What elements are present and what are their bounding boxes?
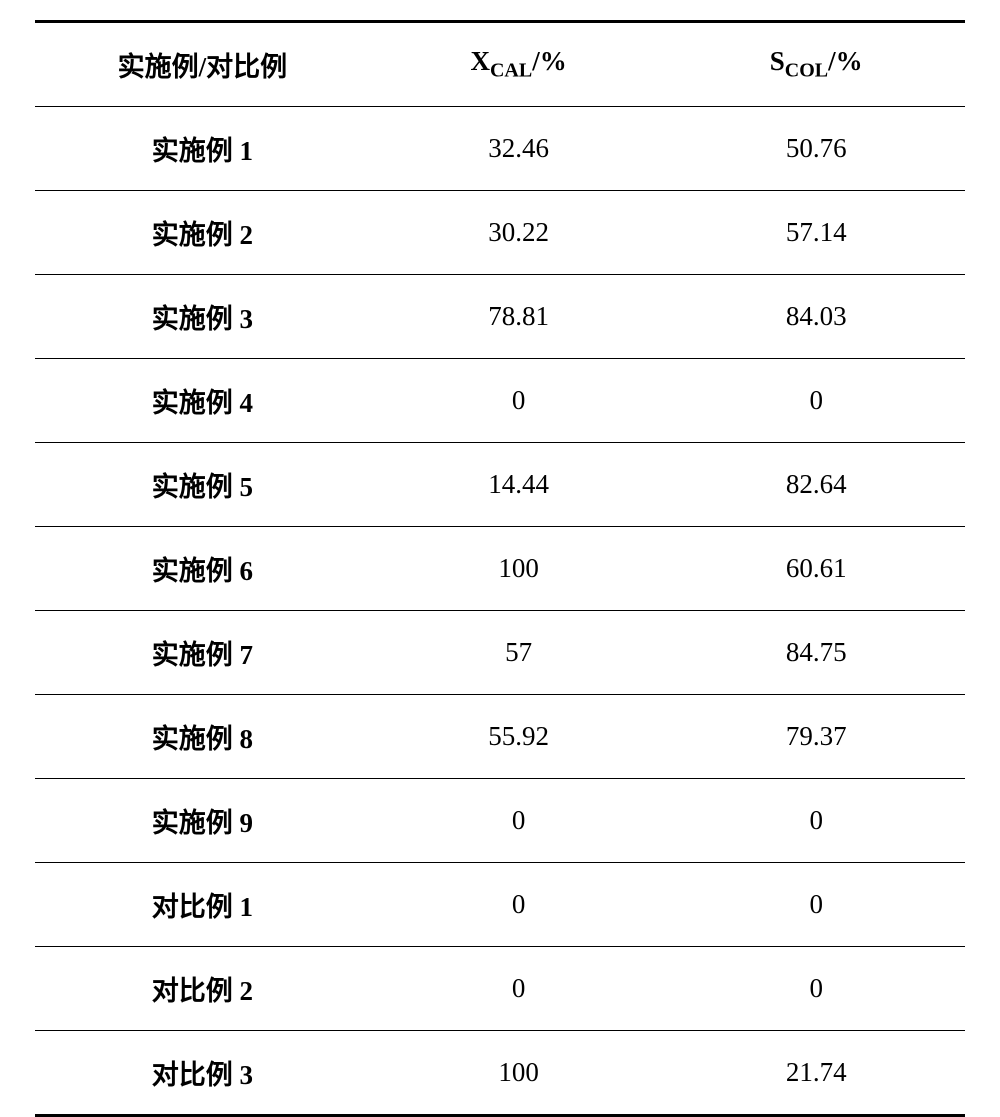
table-body: 实施例 1 32.46 50.76 实施例 2 30.22 57.14 实施例 … <box>35 107 965 1116</box>
row-xcal: 30.22 <box>370 191 668 275</box>
row-label: 实施例 1 <box>35 107 370 191</box>
row-xcal: 57 <box>370 611 668 695</box>
table-row: 实施例 3 78.81 84.03 <box>35 275 965 359</box>
row-scol: 79.37 <box>667 695 965 779</box>
column-header-label: 实施例/对比例 <box>35 22 370 107</box>
row-scol: 0 <box>667 863 965 947</box>
row-label: 实施例 7 <box>35 611 370 695</box>
column-header-xcal: XCAL/% <box>370 22 668 107</box>
row-label: 实施例 3 <box>35 275 370 359</box>
table-row: 实施例 1 32.46 50.76 <box>35 107 965 191</box>
table-row: 实施例 9 0 0 <box>35 779 965 863</box>
row-xcal: 100 <box>370 527 668 611</box>
row-label: 实施例 2 <box>35 191 370 275</box>
row-xcal: 0 <box>370 779 668 863</box>
row-xcal: 14.44 <box>370 443 668 527</box>
column-header-scol: SCOL/% <box>667 22 965 107</box>
row-xcal: 0 <box>370 947 668 1031</box>
row-scol: 84.75 <box>667 611 965 695</box>
row-scol: 57.14 <box>667 191 965 275</box>
row-scol: 0 <box>667 779 965 863</box>
table-row: 实施例 5 14.44 82.64 <box>35 443 965 527</box>
row-label: 实施例 5 <box>35 443 370 527</box>
row-scol: 21.74 <box>667 1031 965 1116</box>
data-table: 实施例/对比例 XCAL/% SCOL/% 实施例 1 32.46 50.76 … <box>35 20 965 1117</box>
table-row: 对比例 2 0 0 <box>35 947 965 1031</box>
row-scol: 60.61 <box>667 527 965 611</box>
table-row: 对比例 3 100 21.74 <box>35 1031 965 1116</box>
row-label: 对比例 1 <box>35 863 370 947</box>
row-label: 实施例 4 <box>35 359 370 443</box>
row-label: 实施例 6 <box>35 527 370 611</box>
row-scol: 0 <box>667 359 965 443</box>
row-xcal: 100 <box>370 1031 668 1116</box>
row-xcal: 78.81 <box>370 275 668 359</box>
table-row: 实施例 6 100 60.61 <box>35 527 965 611</box>
row-label: 实施例 9 <box>35 779 370 863</box>
row-scol: 50.76 <box>667 107 965 191</box>
table-header-row: 实施例/对比例 XCAL/% SCOL/% <box>35 22 965 107</box>
table-row: 实施例 2 30.22 57.14 <box>35 191 965 275</box>
row-scol: 82.64 <box>667 443 965 527</box>
row-xcal: 32.46 <box>370 107 668 191</box>
table-row: 实施例 4 0 0 <box>35 359 965 443</box>
row-xcal: 0 <box>370 863 668 947</box>
row-scol: 84.03 <box>667 275 965 359</box>
row-label: 对比例 3 <box>35 1031 370 1116</box>
table-row: 对比例 1 0 0 <box>35 863 965 947</box>
row-xcal: 0 <box>370 359 668 443</box>
row-xcal: 55.92 <box>370 695 668 779</box>
row-label: 对比例 2 <box>35 947 370 1031</box>
table-row: 实施例 8 55.92 79.37 <box>35 695 965 779</box>
row-scol: 0 <box>667 947 965 1031</box>
table-row: 实施例 7 57 84.75 <box>35 611 965 695</box>
row-label: 实施例 8 <box>35 695 370 779</box>
